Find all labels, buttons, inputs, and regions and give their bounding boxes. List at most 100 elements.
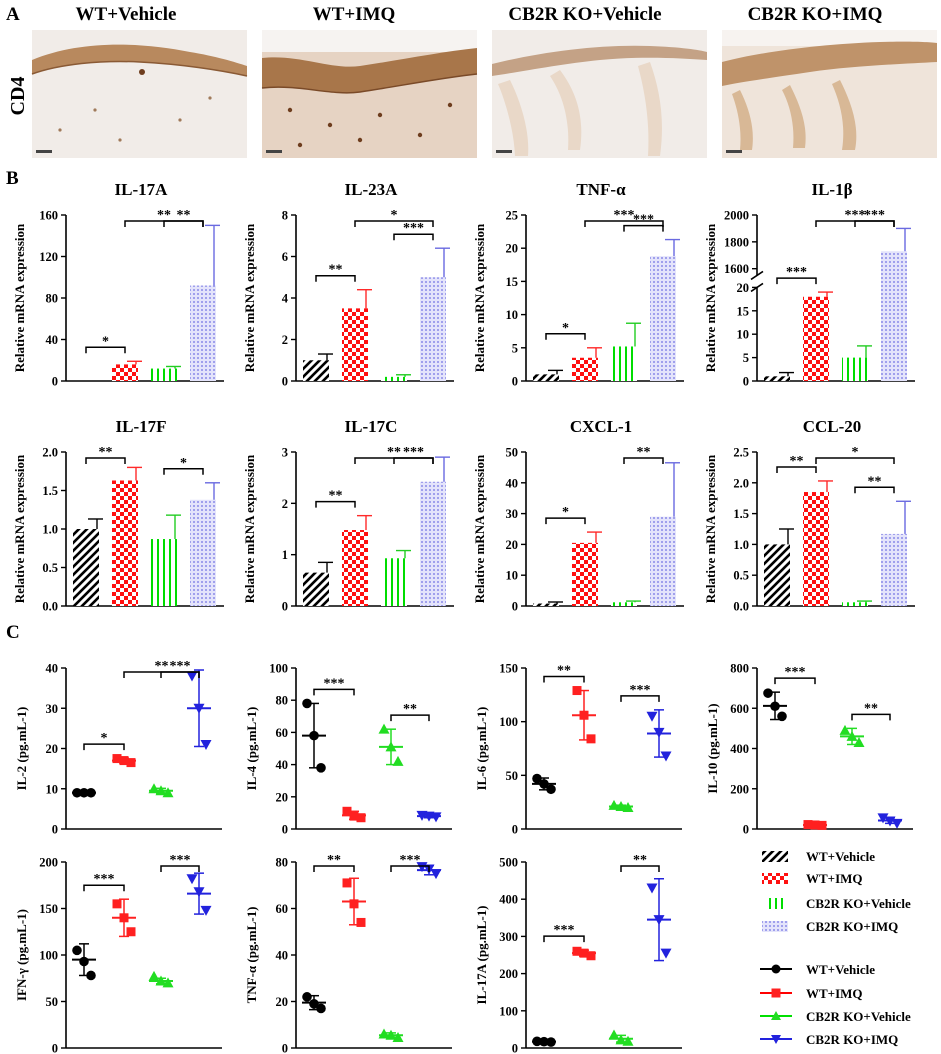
bar-chart-ccl-20: CCL-20 Relative mRNA expression 0.0 0.5 1.0 1… bbox=[703, 417, 915, 614]
dot-plot-il-2-point-cb2r-ko-imq bbox=[200, 739, 212, 750]
dot-plot-il-2-point-wt-vehicle bbox=[79, 787, 89, 798]
bar-chart-il-1-significance-label: *** bbox=[786, 265, 807, 280]
dot-plot-il-6-point-wt-imq bbox=[572, 686, 582, 696]
dot-plot-il-2-point-wt-vehicle bbox=[72, 787, 82, 798]
dot-plot-il-4-point-wt-imq bbox=[349, 811, 359, 821]
bar-chart-tnf-tick-label: 5 bbox=[512, 341, 518, 355]
dot-plot-il-10-tick-label: 600 bbox=[730, 702, 749, 716]
dot-plot-il-17a-significance-bracket bbox=[620, 865, 660, 872]
bar-chart-il-23a-significance-bracket bbox=[354, 220, 434, 227]
bar-chart-il-1-tick-label: 1800 bbox=[724, 235, 749, 249]
dot-plot-tnf-significance-label: ** bbox=[327, 853, 341, 868]
dot-plot-il-6-point-cb2r-ko-vehicle bbox=[622, 802, 634, 813]
bar-chart-il-17f-title: IL-17F bbox=[116, 417, 167, 436]
bar-chart-cxcl-1-significance-bracket bbox=[623, 457, 664, 464]
dot-plot-il-6-significance-bracket bbox=[620, 695, 660, 702]
bar-chart-tnf-tick-label: 0 bbox=[512, 375, 518, 389]
dot-plot-il-6-tick-label: 150 bbox=[499, 662, 518, 676]
dot-plot-tnf-point-wt-imq bbox=[349, 899, 359, 909]
bar-chart-il-23a-y-axis-label: Relative mRNA expression bbox=[242, 223, 257, 372]
dot-plot-tnf-tick-label: 60 bbox=[276, 902, 289, 916]
dot-plot-il-4-significance-label: ** bbox=[403, 702, 417, 717]
dot-plot-il-17a-tick-label: 100 bbox=[499, 1004, 518, 1018]
dot-plot-il-6-point-cb2r-ko-vehicle bbox=[608, 799, 620, 810]
bar-chart-il-1-bar-cb2r-ko-imq bbox=[881, 251, 907, 381]
dot-plot-tnf-significance-bracket bbox=[390, 865, 430, 872]
panel-label-b: B bbox=[6, 168, 19, 189]
bar-chart-il-1-y-axis-label: Relative mRNA expression bbox=[703, 223, 718, 372]
dot-plot-tnf-tick-label: 0 bbox=[282, 1042, 288, 1054]
dot-plot-il-4-tick-label: 20 bbox=[276, 790, 289, 804]
bar-chart-tnf-tick-label: 10 bbox=[506, 308, 519, 322]
bar-chart-tnf-y-axis-label: Relative mRNA expression bbox=[472, 223, 487, 372]
bar-chart-il-17a-tick-label: 0 bbox=[52, 375, 58, 389]
bar-chart-il-1-significance-bracket bbox=[815, 220, 895, 227]
dot-plot-tnf-point-cb2r-ko-imq bbox=[430, 869, 442, 880]
dot-plot-il-4-tick-label: 60 bbox=[276, 726, 289, 740]
bar-chart-cxcl-1-significance-label: * bbox=[562, 505, 569, 520]
bar-chart-il-17c-significance-label: ** bbox=[329, 489, 343, 504]
bar-chart-il-1-bar-wt-imq bbox=[803, 296, 829, 381]
dot-plot-il-10-point-wt-vehicle bbox=[777, 711, 787, 722]
dot-plot-il-10-significance-label: ** bbox=[864, 701, 878, 716]
bar-chart-il-23a-tick-label: 8 bbox=[282, 209, 288, 223]
dot-plot-il-2-tick-label: 30 bbox=[46, 702, 59, 716]
bar-chart-il-17f-bar-wt-vehicle bbox=[73, 529, 99, 606]
bar-chart-il-23a-tick-label: 4 bbox=[282, 292, 289, 306]
group-title-wt-imq: WT+IMQ bbox=[313, 4, 396, 25]
dot-plot-il-4-significance-bracket bbox=[313, 688, 355, 696]
bar-chart-il-17a-bar-wt-imq bbox=[112, 364, 138, 381]
bar-chart-ccl-20-significance-bracket bbox=[815, 457, 895, 464]
bar-chart-il-17c-significance-bracket bbox=[315, 500, 356, 508]
dot-plot-il-10-point-cb2r-ko-imq bbox=[891, 818, 903, 829]
bar-chart-il-1-tick-label: 2000 bbox=[724, 209, 749, 223]
legend-point-label-ko-vehicle: CB2R KO+Vehicle bbox=[806, 1009, 911, 1024]
bar-chart-ccl-20-tick-label: 2.0 bbox=[733, 476, 749, 490]
dot-plot-il-4-point-cb2r-ko-imq bbox=[430, 812, 442, 823]
bar-chart-il-17c-title: IL-17C bbox=[345, 417, 398, 436]
bar-chart-il-1-tick-label: 10 bbox=[737, 328, 750, 342]
legend-bars: WT+Vehicle WT+IMQ CB2R KO+Vehicle CB2R K… bbox=[762, 849, 911, 934]
bar-chart-il-17f-significance-bracket bbox=[85, 457, 126, 464]
dot-plot-il-2-significance-label: *** bbox=[170, 659, 191, 674]
bar-chart-il-23a-significance-label: * bbox=[391, 208, 398, 223]
bar-chart-il-23a-tick-label: 0 bbox=[282, 375, 288, 389]
dot-plot-il-4-point-wt-vehicle bbox=[316, 763, 326, 773]
bar-chart-ccl-20-tick-label: 0.5 bbox=[733, 569, 749, 583]
bar-chart-tnf-significance-label: *** bbox=[633, 213, 654, 228]
dot-plot-il-10-point-wt-vehicle bbox=[763, 688, 773, 698]
bar-chart-il-17f-tick-label: 2.0 bbox=[42, 446, 58, 460]
bar-chart-il-1-title: IL-1β bbox=[811, 180, 852, 199]
bar-chart-il-17f-bar-wt-imq bbox=[112, 480, 138, 606]
dot-plot-il-17a-point-wt-vehicle bbox=[546, 1037, 556, 1047]
dot-plot-ifn-tick-label: 150 bbox=[39, 902, 58, 916]
bar-chart-ccl-20-bar-cb2r-ko-vehicle bbox=[842, 602, 868, 606]
legend-point-label-wt-vehicle: WT+Vehicle bbox=[806, 962, 875, 977]
dot-plot-il-17a-point-cb2r-ko-vehicle bbox=[615, 1034, 627, 1045]
dot-plot-il-2-point-wt-imq bbox=[119, 756, 129, 766]
dot-plot-il-17a-point-wt-vehicle bbox=[532, 1036, 542, 1047]
dot-plot-il-2-tick-label: 20 bbox=[46, 742, 59, 756]
bar-chart-ccl-20-significance-bracket bbox=[854, 486, 895, 494]
dot-plot-il-4-significance-bracket bbox=[390, 714, 430, 722]
bar-chart-il-17c-significance-bracket bbox=[354, 457, 434, 464]
dot-plot-il-10-tick-label: 800 bbox=[730, 662, 749, 676]
dot-plot-il-4-point-wt-imq bbox=[342, 806, 352, 816]
dot-plot-ifn-point-cb2r-ko-imq bbox=[186, 874, 198, 885]
bar-chart-il-17f-tick-label: 1.5 bbox=[42, 484, 58, 498]
bar-chart-tnf-bar-wt-vehicle bbox=[533, 374, 559, 381]
bar-chart-il-23a-bar-cb2r-ko-vehicle bbox=[381, 376, 407, 381]
dot-plot-il-4-tick-label: 40 bbox=[276, 758, 289, 772]
dot-plot-il-10-point-wt-imq bbox=[803, 820, 813, 830]
bar-chart-il-17a-significance-label: ** bbox=[177, 208, 191, 223]
dot-plot-ifn-point-wt-imq bbox=[119, 913, 129, 923]
bar-chart-il-23a-bar-wt-imq bbox=[342, 308, 368, 381]
bar-chart-cxcl-1-bar-cb2r-ko-vehicle bbox=[611, 602, 637, 606]
dot-plot-il-6-point-cb2r-ko-imq bbox=[646, 711, 658, 722]
bar-chart-cxcl-1-bar-wt-imq bbox=[572, 542, 598, 606]
dot-plot-il-17a-point-cb2r-ko-imq bbox=[653, 915, 665, 926]
dot-plot-ifn-significance-bracket bbox=[160, 865, 200, 872]
